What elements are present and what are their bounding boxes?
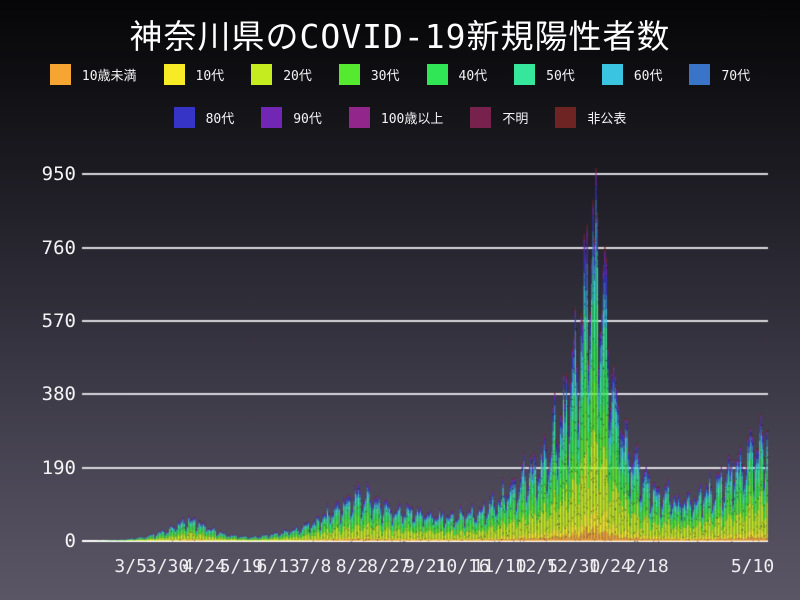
legend-item-11: 100歳以上 [348,107,444,128]
legend-item-1: 10歳未満 [49,64,137,85]
legend-swatch-icon [49,64,71,85]
chart-title: 神奈川県のCOVID-19新規陽性者数 [129,17,671,56]
legend-item-13: 非公表 [555,107,626,128]
legend-swatch-icon [251,64,273,85]
x-tick-label: 1/24 [588,556,632,577]
legend-row-1: 10歳未満 10代 20代 30代 40代 50代 60代 70代 [0,64,800,85]
legend-swatch-icon [514,64,536,85]
legend-item-4: 30代 [338,64,400,85]
legend-swatch-icon [173,107,195,128]
legend-item-7: 60代 [601,64,663,85]
legend-label: 20代 [283,69,312,84]
legend-item-9: 80代 [173,107,235,128]
legend-item-5: 40代 [426,64,488,85]
legend-label: 100歳以上 [380,112,444,127]
y-tick-label: 950 [41,163,76,185]
x-tick-label: 11/10 [472,556,527,577]
legend-swatch-icon [689,64,711,85]
x-tick-label: 9/21 [404,556,448,577]
legend-label: 不明 [502,112,529,127]
legend-label: 非公表 [587,112,627,127]
legend-label: 10歳未満 [81,69,137,84]
x-tick-label: 7/8 [298,556,332,577]
x-tick-label: 6/13 [256,556,300,577]
legend-swatch-icon [470,107,492,128]
y-tick-label: 190 [41,457,76,479]
legend-swatch-icon [163,64,185,85]
legend-item-3: 20代 [251,64,312,85]
legend-item-6: 50代 [514,64,575,85]
x-tick-label: 8/2 [335,556,369,577]
x-tick-label: 10/16 [435,556,490,577]
x-tick-label: 4/24 [182,556,227,577]
legend-swatch-icon [601,64,623,85]
y-tick-label: 570 [41,310,76,332]
legend-label: 40代 [458,69,488,84]
legend-swatch-icon [261,107,283,128]
legend-swatch-icon [555,107,577,128]
x-tick-label: 5/19 [219,556,264,577]
legend-label: 60代 [633,69,663,84]
y-tick-label: 0 [64,530,76,552]
x-tick-label: 3/30 [145,556,190,577]
legend-label: 10代 [195,69,225,84]
x-tick-label: 2/18 [625,556,669,577]
legend-item-10: 90代 [261,107,322,128]
x-tick-label: 8/27 [367,556,411,577]
legend-row-2: 80代 90代 100歳以上 不明 非公表 [0,107,800,128]
y-tick-label: 380 [41,383,76,405]
legend-item-2: 10代 [163,64,225,85]
legend-item-12: 不明 [470,107,528,128]
legend-item-8: 70代 [689,64,750,85]
legend-label: 30代 [370,69,400,84]
legend-swatch-icon [426,64,448,85]
legend-swatch-icon [348,107,370,128]
x-tick-label: 5/10 [730,556,775,577]
legend-label: 80代 [205,112,235,127]
legend-label: 70代 [721,69,751,84]
x-tick-label: 12/30 [546,556,601,577]
legend-label: 90代 [293,112,322,127]
x-tick-label: 12/5 [514,556,559,577]
legend-label: 50代 [546,69,575,84]
legend-swatch-icon [338,64,360,85]
x-tick-label: 3/5 [114,556,147,577]
y-tick-label: 760 [41,237,76,259]
